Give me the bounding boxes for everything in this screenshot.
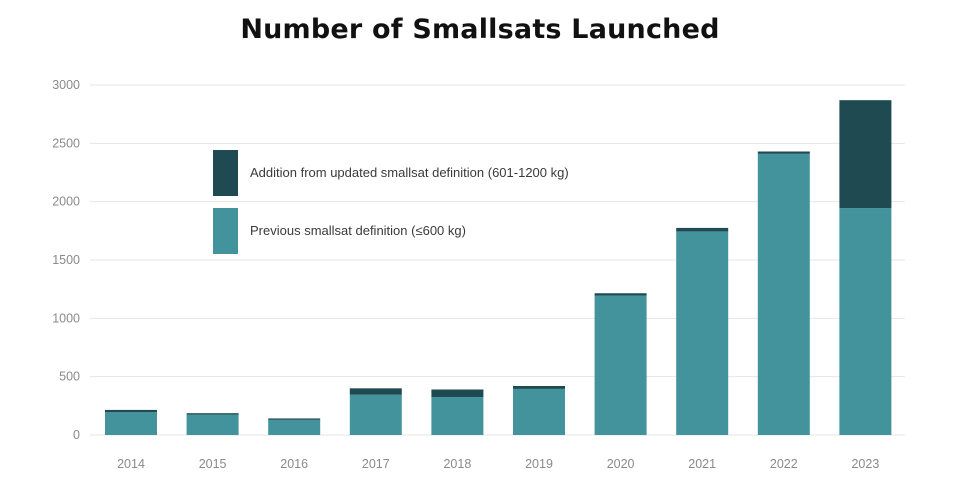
legend: Addition from updated smallsat definitio…	[213, 150, 569, 254]
x-tick-label: 2016	[280, 457, 308, 471]
x-tick-label: 2018	[443, 457, 471, 471]
x-tick-label: 2015	[199, 457, 227, 471]
legend-label: Addition from updated smallsat definitio…	[250, 165, 569, 180]
bar-segment-previous	[513, 388, 565, 435]
bar-segment-addition	[268, 418, 321, 420]
bar-segment-addition	[513, 386, 565, 389]
legend-swatch	[213, 150, 238, 196]
x-tick-label: 2014	[117, 457, 145, 471]
bar-segment-previous	[431, 397, 484, 435]
x-axis-ticks: 2014 2015 2016 2017 2018 2019 2020 2021 2022 2023	[117, 457, 879, 471]
y-tick-label: 2500	[52, 136, 80, 150]
bar-segment-previous	[594, 295, 647, 435]
bar-segment-addition	[839, 100, 892, 209]
x-tick-label: 2022	[770, 457, 798, 471]
x-tick-label: 2023	[851, 457, 879, 471]
bar-segment-previous	[186, 414, 239, 435]
bar-segment-previous	[757, 153, 810, 436]
y-tick-label: 2000	[52, 195, 80, 209]
x-tick-label: 2019	[525, 457, 553, 471]
x-tick-label: 2021	[688, 457, 716, 471]
bar-segment-addition	[186, 413, 239, 415]
y-tick-label: 500	[59, 370, 80, 384]
x-tick-label: 2017	[362, 457, 390, 471]
y-tick-label: 1000	[52, 311, 80, 325]
bar-segment-previous	[268, 419, 321, 435]
chart-title: Number of Smallsats Launched	[240, 14, 720, 45]
bar-segment-addition	[676, 227, 729, 232]
y-tick-label: 1500	[52, 253, 80, 267]
bars	[105, 100, 892, 436]
bar-segment-addition	[431, 389, 484, 398]
y-axis-ticks: 0 500 1000 1500 2000 2500 3000	[52, 78, 80, 442]
bar-segment-addition	[594, 293, 647, 296]
x-tick-label: 2020	[607, 457, 635, 471]
bar-segment-previous	[676, 231, 729, 435]
y-tick-label: 0	[73, 428, 80, 442]
bar-segment-addition	[349, 388, 402, 395]
bar-segment-previous	[839, 208, 892, 435]
bar-segment-previous	[349, 394, 402, 435]
legend-swatch	[213, 208, 238, 254]
legend-label: Previous smallsat definition (≤600 kg)	[250, 223, 466, 238]
bar-segment-addition	[105, 409, 157, 413]
bar-segment-previous	[105, 412, 157, 435]
y-tick-label: 3000	[52, 78, 80, 92]
bar-segment-addition	[757, 151, 810, 154]
